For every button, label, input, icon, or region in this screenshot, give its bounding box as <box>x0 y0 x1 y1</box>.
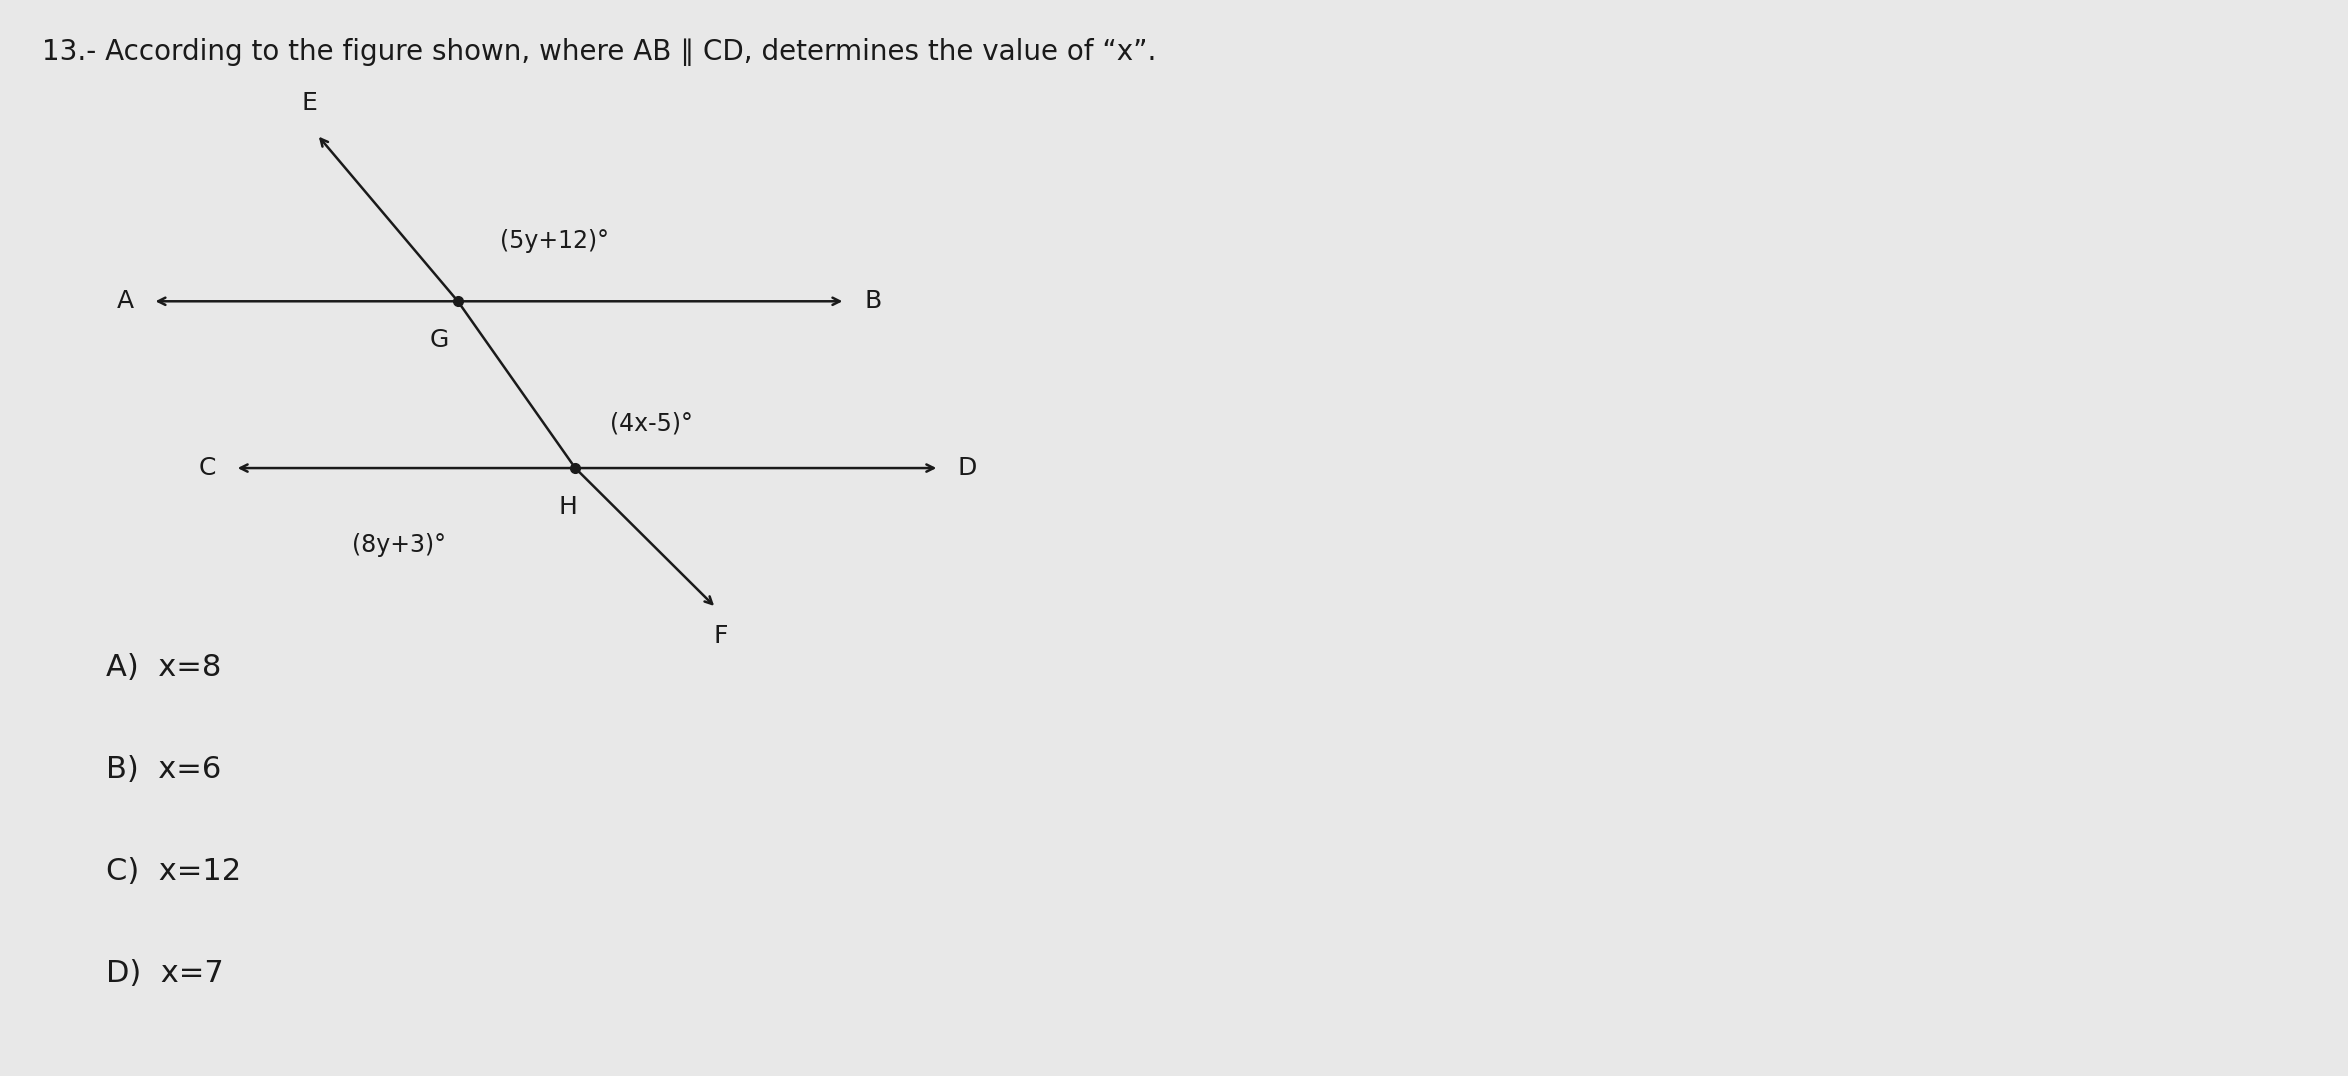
Text: (5y+12)°: (5y+12)° <box>500 229 608 253</box>
Text: E: E <box>303 91 317 115</box>
Text: B)  x=6: B) x=6 <box>106 755 221 783</box>
Text: D: D <box>958 456 977 480</box>
Text: A: A <box>117 289 134 313</box>
Text: F: F <box>714 624 728 648</box>
Text: C: C <box>200 456 216 480</box>
Text: (4x-5)°: (4x-5)° <box>610 412 693 436</box>
Text: C)  x=12: C) x=12 <box>106 858 242 886</box>
Text: G: G <box>430 328 448 352</box>
Text: H: H <box>559 495 578 519</box>
Text: A)  x=8: A) x=8 <box>106 653 221 681</box>
Text: B: B <box>864 289 880 313</box>
Text: D)  x=7: D) x=7 <box>106 960 223 988</box>
Text: (8y+3)°: (8y+3)° <box>352 533 446 556</box>
Text: 13.- According to the figure shown, where AB ∥ CD, determines the value of “x”.: 13.- According to the figure shown, wher… <box>42 38 1158 66</box>
